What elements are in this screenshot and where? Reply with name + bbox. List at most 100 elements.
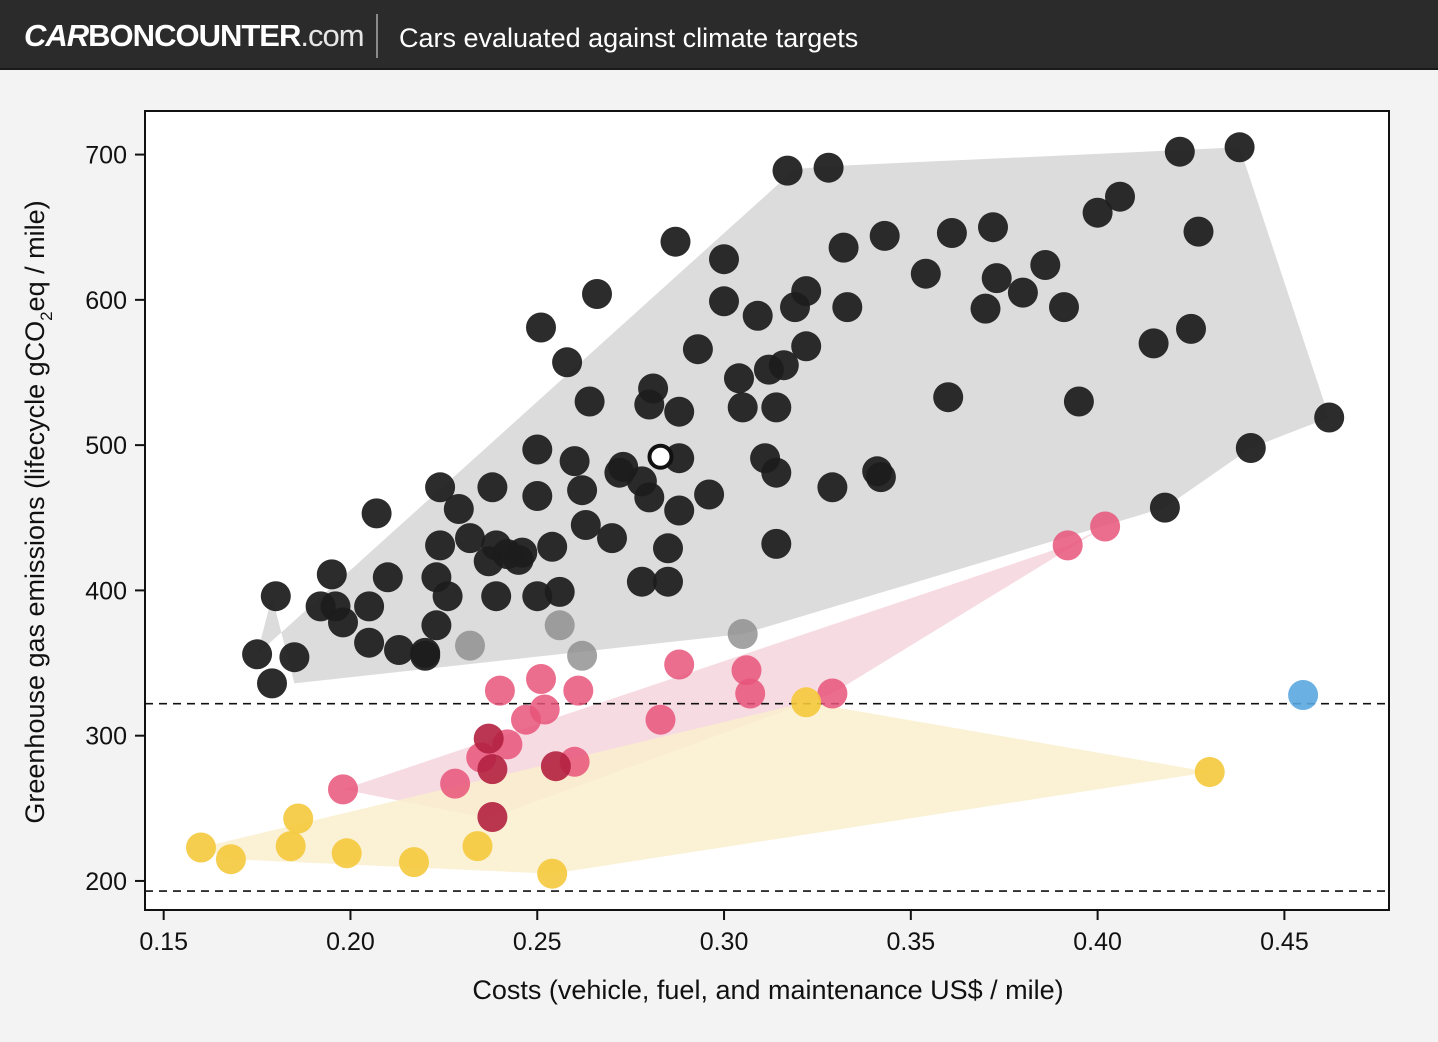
point-yellow-0[interactable] xyxy=(186,832,216,863)
point-gray-0[interactable] xyxy=(455,630,485,661)
point-black-30[interactable] xyxy=(522,481,553,511)
point-pink-8[interactable] xyxy=(563,675,594,706)
point-pink-6[interactable] xyxy=(526,664,556,694)
point-black-7[interactable] xyxy=(328,607,358,638)
point-yellow-5[interactable] xyxy=(399,847,429,878)
point-black-18[interactable] xyxy=(425,472,456,503)
point-black-15[interactable] xyxy=(421,610,452,641)
point-black-38[interactable] xyxy=(570,510,601,540)
point-gray-1[interactable] xyxy=(544,610,575,641)
point-black-32[interactable] xyxy=(526,312,556,343)
point-black-44[interactable] xyxy=(626,566,657,597)
point-black-57[interactable] xyxy=(709,244,739,275)
point-black-91[interactable] xyxy=(1138,328,1169,359)
point-black-17[interactable] xyxy=(425,530,456,561)
point-black-80[interactable] xyxy=(933,382,964,413)
point-black-93[interactable] xyxy=(1164,136,1195,167)
point-black-20[interactable] xyxy=(443,494,474,524)
point-black-84[interactable] xyxy=(981,263,1012,294)
point-darkred-3[interactable] xyxy=(540,751,571,782)
point-black-73[interactable] xyxy=(817,472,848,503)
point-black-29[interactable] xyxy=(522,581,553,612)
point-black-92[interactable] xyxy=(1149,492,1180,523)
point-black-66[interactable] xyxy=(761,457,792,488)
point-pink-12[interactable] xyxy=(731,655,762,686)
point-black-72[interactable] xyxy=(813,152,844,183)
point-black-23[interactable] xyxy=(477,472,508,503)
point-black-40[interactable] xyxy=(582,279,612,309)
point-black-85[interactable] xyxy=(1007,277,1038,308)
point-black-34[interactable] xyxy=(544,576,575,607)
point-yellow-4[interactable] xyxy=(331,838,362,869)
point-black-96[interactable] xyxy=(1224,132,1255,163)
point-black-36[interactable] xyxy=(559,446,590,477)
point-black-97[interactable] xyxy=(1235,433,1266,463)
point-black-88[interactable] xyxy=(1063,386,1094,417)
point-black-5[interactable] xyxy=(316,559,347,590)
point-black-41[interactable] xyxy=(597,523,627,554)
point-pink-3[interactable] xyxy=(484,675,515,706)
point-black-31[interactable] xyxy=(522,434,553,465)
point-black-94[interactable] xyxy=(1176,313,1206,344)
point-pink-15[interactable] xyxy=(1052,530,1083,561)
point-pink-16[interactable] xyxy=(1090,511,1121,542)
point-black-52[interactable] xyxy=(664,396,695,427)
point-black-71[interactable] xyxy=(791,331,822,362)
point-black-90[interactable] xyxy=(1105,181,1135,212)
point-black-83[interactable] xyxy=(978,212,1008,243)
point-black-65[interactable] xyxy=(761,392,792,423)
point-black-19[interactable] xyxy=(432,581,463,612)
point-gray-2[interactable] xyxy=(567,640,598,671)
point-pink-11[interactable] xyxy=(664,649,695,680)
point-darkred-1[interactable] xyxy=(477,754,508,785)
point-black-14[interactable] xyxy=(410,640,441,671)
point-black-35[interactable] xyxy=(552,347,583,378)
point-black-67[interactable] xyxy=(768,350,799,381)
point-black-95[interactable] xyxy=(1183,216,1214,247)
point-black-55[interactable] xyxy=(682,334,713,365)
point-pink-7[interactable] xyxy=(529,694,560,725)
point-black-39[interactable] xyxy=(574,386,605,417)
point-black-48[interactable] xyxy=(638,373,669,404)
point-black-78[interactable] xyxy=(869,220,900,251)
point-black-12[interactable] xyxy=(384,635,414,665)
point-black-74[interactable] xyxy=(828,232,859,263)
point-pink-13[interactable] xyxy=(735,678,766,709)
point-black-3[interactable] xyxy=(279,642,310,673)
point-black-81[interactable] xyxy=(936,218,967,248)
point-black-49[interactable] xyxy=(653,566,683,597)
point-pink-1[interactable] xyxy=(440,768,471,799)
point-black-0[interactable] xyxy=(242,639,273,670)
point-black-37[interactable] xyxy=(567,475,598,506)
point-pink-14[interactable] xyxy=(817,678,848,709)
point-darkred-0[interactable] xyxy=(473,723,504,754)
point-yellow-9[interactable] xyxy=(1194,757,1225,787)
point-black-8[interactable] xyxy=(354,627,385,658)
point-black-77[interactable] xyxy=(865,462,896,493)
point-black-25[interactable] xyxy=(481,581,512,612)
point-black-61[interactable] xyxy=(742,300,773,331)
point-black-46[interactable] xyxy=(634,482,665,513)
point-black-11[interactable] xyxy=(372,562,403,593)
point-black-10[interactable] xyxy=(361,498,392,529)
point-black-64[interactable] xyxy=(761,528,792,559)
point-black-1[interactable] xyxy=(257,668,287,699)
point-black-87[interactable] xyxy=(1049,292,1079,323)
point-gray-3[interactable] xyxy=(727,619,758,649)
point-black-60[interactable] xyxy=(727,392,758,423)
point-black-75[interactable] xyxy=(832,292,863,323)
point-black-59[interactable] xyxy=(724,363,754,394)
point-black-86[interactable] xyxy=(1030,250,1061,280)
site-logo[interactable]: CARBONCOUNTER.com xyxy=(24,16,365,56)
point-black-50[interactable] xyxy=(653,533,683,564)
point-yellow-8[interactable] xyxy=(791,687,822,718)
point-darkred-2[interactable] xyxy=(477,802,508,832)
point-yellow-3[interactable] xyxy=(283,803,314,834)
point-black-33[interactable] xyxy=(537,531,568,562)
point-pink-10[interactable] xyxy=(645,704,676,735)
point-black-89[interactable] xyxy=(1082,197,1113,228)
point-yellow-2[interactable] xyxy=(275,831,306,862)
point-black-28[interactable] xyxy=(507,537,538,568)
point-black-79[interactable] xyxy=(910,258,941,289)
point-black-56[interactable] xyxy=(694,479,725,510)
